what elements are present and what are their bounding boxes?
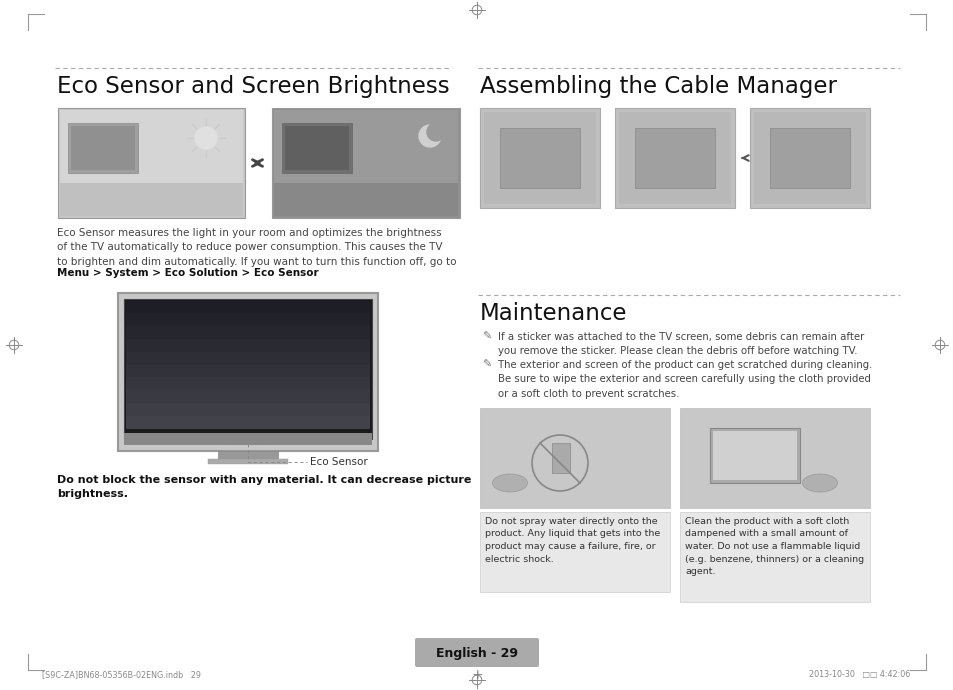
Bar [68,123,138,173]
Bar [479,512,669,592]
Bar [126,390,370,403]
Bar [618,112,730,204]
Bar [285,126,349,170]
Bar [552,443,569,473]
Bar [709,428,800,483]
Text: Eco Sensor measures the light in your room and optimizes the brightness
of the T: Eco Sensor measures the light in your ro… [57,228,456,267]
Bar [679,408,869,508]
Bar [126,377,370,390]
Bar [769,128,849,188]
Bar [126,352,370,365]
Text: Assembling the Cable Manager: Assembling the Cable Manager [479,75,836,98]
Bar [126,365,370,378]
Bar [274,110,457,216]
Text: 2013-10-30   □□ 4:42:06: 2013-10-30 □□ 4:42:06 [808,671,909,680]
Bar [679,512,869,602]
Bar [479,408,669,508]
Text: Eco Sensor: Eco Sensor [310,457,367,467]
Bar [126,301,370,314]
Bar [218,451,277,459]
Text: If a sticker was attached to the TV screen, some debris can remain after
you rem: If a sticker was attached to the TV scre… [497,332,863,357]
Circle shape [427,123,444,141]
Text: Maintenance: Maintenance [479,302,627,325]
Bar [615,108,734,208]
Bar [208,459,288,464]
Text: ✎: ✎ [481,332,491,342]
Text: [S9C-ZA]BN68-05356B-02ENG.indb   29: [S9C-ZA]BN68-05356B-02ENG.indb 29 [42,671,201,680]
Bar [124,433,372,445]
Text: Clean the product with a soft cloth
dampened with a small amount of
water. Do no: Clean the product with a soft cloth damp… [684,517,863,576]
Circle shape [194,127,216,149]
Bar [58,108,245,218]
Ellipse shape [492,474,527,492]
Text: ✎: ✎ [481,360,491,370]
Circle shape [418,125,440,147]
Bar [635,128,714,188]
Bar [228,434,268,444]
Bar [118,293,377,451]
Bar [126,313,370,326]
Text: Do not spray water directly onto the
product. Any liquid that gets into the
prod: Do not spray water directly onto the pro… [484,517,659,564]
Text: English - 29: English - 29 [436,647,517,660]
Bar [272,108,459,218]
Text: +: + [471,668,482,682]
Bar [126,339,370,352]
Text: Do not block the sensor with any material. It can decrease picture
brightness.: Do not block the sensor with any materia… [57,475,471,500]
Bar [753,112,865,204]
Ellipse shape [801,474,837,492]
Bar [60,183,243,216]
Bar [483,112,596,204]
Bar [479,108,599,208]
Bar [126,403,370,416]
Bar [71,126,135,170]
Bar [126,326,370,339]
Bar [126,416,370,429]
Text: Eco Sensor and Screen Brightness: Eco Sensor and Screen Brightness [57,75,449,98]
Bar [60,110,243,216]
Text: The exterior and screen of the product can get scratched during cleaning.
Be sur: The exterior and screen of the product c… [497,360,871,399]
Bar [749,108,869,208]
Text: Menu > System > Eco Solution > Eco Sensor: Menu > System > Eco Solution > Eco Senso… [57,268,318,278]
Bar [282,123,352,173]
Bar [124,299,372,439]
Bar [712,431,796,480]
Bar [274,183,457,216]
FancyBboxPatch shape [415,638,538,667]
Bar [499,128,579,188]
